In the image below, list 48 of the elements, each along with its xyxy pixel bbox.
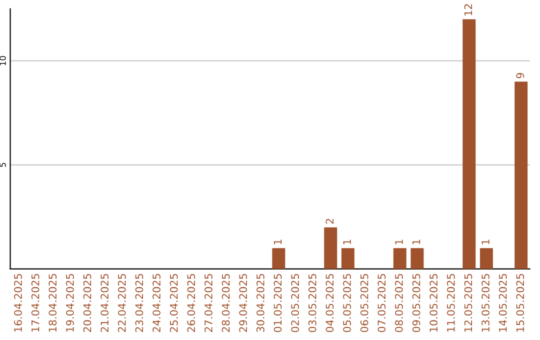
data-label: 1 [343,240,351,244]
x-tick-label: 24.04.2025 [152,274,160,332]
bar [514,82,528,269]
bar [410,248,424,269]
bar [462,19,476,269]
x-tick-label: 28.04.2025 [222,274,230,332]
x-tick-label: 01.05.2025 [274,274,282,332]
x-tick-label: 19.04.2025 [66,274,74,332]
x-tick-label: 13.05.2025 [482,274,490,332]
x-tick-label: 21.04.2025 [100,274,109,332]
bar [324,227,338,269]
x-tick-label: 22.04.2025 [118,274,126,332]
x-tick-label: 30.04.2025 [256,274,264,332]
x-tick-label: 27.04.2025 [204,274,212,332]
bar [480,248,493,269]
x-tick-label: 09.05.2025 [412,274,420,332]
data-label: 1 [395,240,403,244]
x-tick-label: 06.05.2025 [360,274,368,332]
x-tick-label: 05.05.2025 [343,274,351,332]
x-tick-label: 08.05.2025 [395,274,403,332]
x-tick-label: 07.05.2025 [378,274,386,332]
x-tick-label: 16.04.2025 [14,274,22,332]
bar [341,248,354,269]
x-tick-label: 02.05.2025 [291,274,299,332]
y-tick-label: 10 [0,56,6,66]
x-tick-label: 14.05.2025 [498,274,507,332]
x-tick-label: 15.05.2025 [516,274,524,332]
y-tick-label: 5 [0,162,6,167]
x-tick-label: 04.05.2025 [326,274,334,332]
bar [272,248,286,269]
x-tick-label: 29.04.2025 [239,274,248,332]
bar [393,248,406,269]
x-tick-label: 26.04.2025 [187,274,196,332]
data-label: 1 [482,240,490,244]
data-label: 2 [326,218,334,224]
x-tick-label: 23.04.2025 [135,274,144,332]
x-tick-label: 20.04.2025 [83,274,92,332]
x-tick-label: 10.05.2025 [430,274,438,332]
x-tick-label: 12.05.2025 [464,274,472,332]
data-label: 1 [412,240,420,244]
x-tick-label: 11.05.2025 [446,274,455,332]
x-tick-label: 03.05.2025 [308,274,316,332]
x-tick-label: 18.04.2025 [48,274,57,332]
data-label: 12 [464,4,472,16]
data-label: 1 [274,240,282,244]
data-label: 9 [516,72,524,78]
x-tick-label: 17.04.2025 [31,274,40,332]
x-tick-label: 25.04.2025 [170,274,178,332]
